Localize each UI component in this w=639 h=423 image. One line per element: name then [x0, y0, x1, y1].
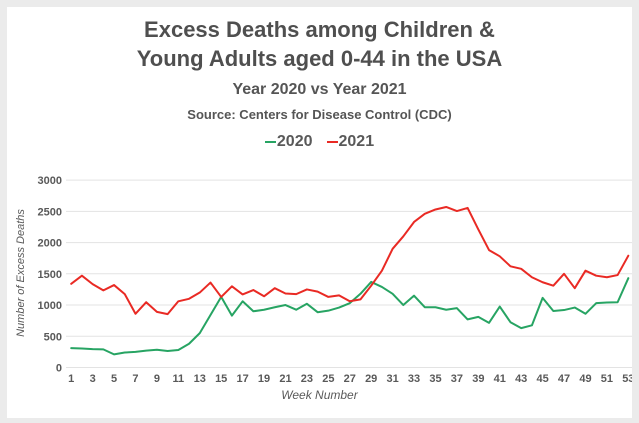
y-tick-label: 2000	[38, 238, 62, 250]
x-tick-label: 39	[472, 373, 484, 385]
x-tick-label: 7	[132, 373, 138, 385]
x-tick-label: 21	[279, 373, 291, 385]
x-tick-label: 27	[344, 373, 356, 385]
x-tick-label: 1	[68, 373, 74, 385]
x-tick-label: 5	[111, 373, 117, 385]
legend-item-2020: 2020	[264, 133, 313, 151]
x-tick-label: 51	[601, 373, 613, 385]
x-tick-label: 33	[408, 373, 420, 385]
x-tick-label: 49	[579, 373, 591, 385]
y-tick-label: 1000	[38, 300, 62, 312]
x-tick-label: 47	[558, 373, 570, 385]
x-tick-label: 17	[236, 373, 248, 385]
legend-dash-2020-icon	[264, 140, 276, 144]
y-tick-label: 3000	[38, 175, 62, 187]
chart-title-line1: Excess Deaths among Children &	[144, 17, 495, 42]
series-2021-line	[70, 205, 630, 316]
x-tick-label: 13	[194, 373, 206, 385]
x-tick-label: 19	[258, 373, 270, 385]
legend-label-2021: 2021	[338, 133, 375, 150]
x-tick-label: 11	[173, 373, 185, 385]
legend-label-2020: 2020	[276, 133, 313, 150]
y-tick-label: 1500	[38, 269, 62, 281]
y-tick-label: 2500	[38, 206, 62, 218]
x-tick-label: 45	[536, 373, 548, 385]
series-2020-line	[70, 277, 630, 356]
x-tick-label: 41	[494, 373, 506, 385]
legend-dash-2021-icon	[326, 140, 338, 144]
x-tick-label: 53	[622, 373, 632, 385]
x-tick-label: 35	[429, 373, 441, 385]
x-tick-label: 23	[301, 373, 313, 385]
y-tick-label: 500	[44, 331, 62, 343]
chart-area: Excess Deaths among Children & Young Adu…	[7, 7, 632, 418]
x-tick-label: 31	[386, 373, 398, 385]
x-tick-label: 29	[365, 373, 377, 385]
x-axis-title: Week Number	[281, 388, 358, 402]
y-tick-label: 0	[56, 363, 62, 375]
legend: 2020 2021	[7, 133, 632, 151]
legend-item-2021: 2021	[326, 133, 375, 151]
x-tick-label: 37	[451, 373, 463, 385]
x-tick-label: 25	[322, 373, 334, 385]
x-tick-label: 3	[90, 373, 96, 385]
chart-title-line2: Young Adults aged 0-44 in the USA	[136, 46, 503, 71]
chart-subtitle: Year 2020 vs Year 2021	[232, 81, 407, 98]
x-tick-label: 15	[215, 373, 227, 385]
x-tick-label: 43	[515, 373, 527, 385]
chart-source: Source: Centers for Disease Control (CDC…	[187, 107, 452, 122]
x-tick-label: 9	[154, 373, 160, 385]
